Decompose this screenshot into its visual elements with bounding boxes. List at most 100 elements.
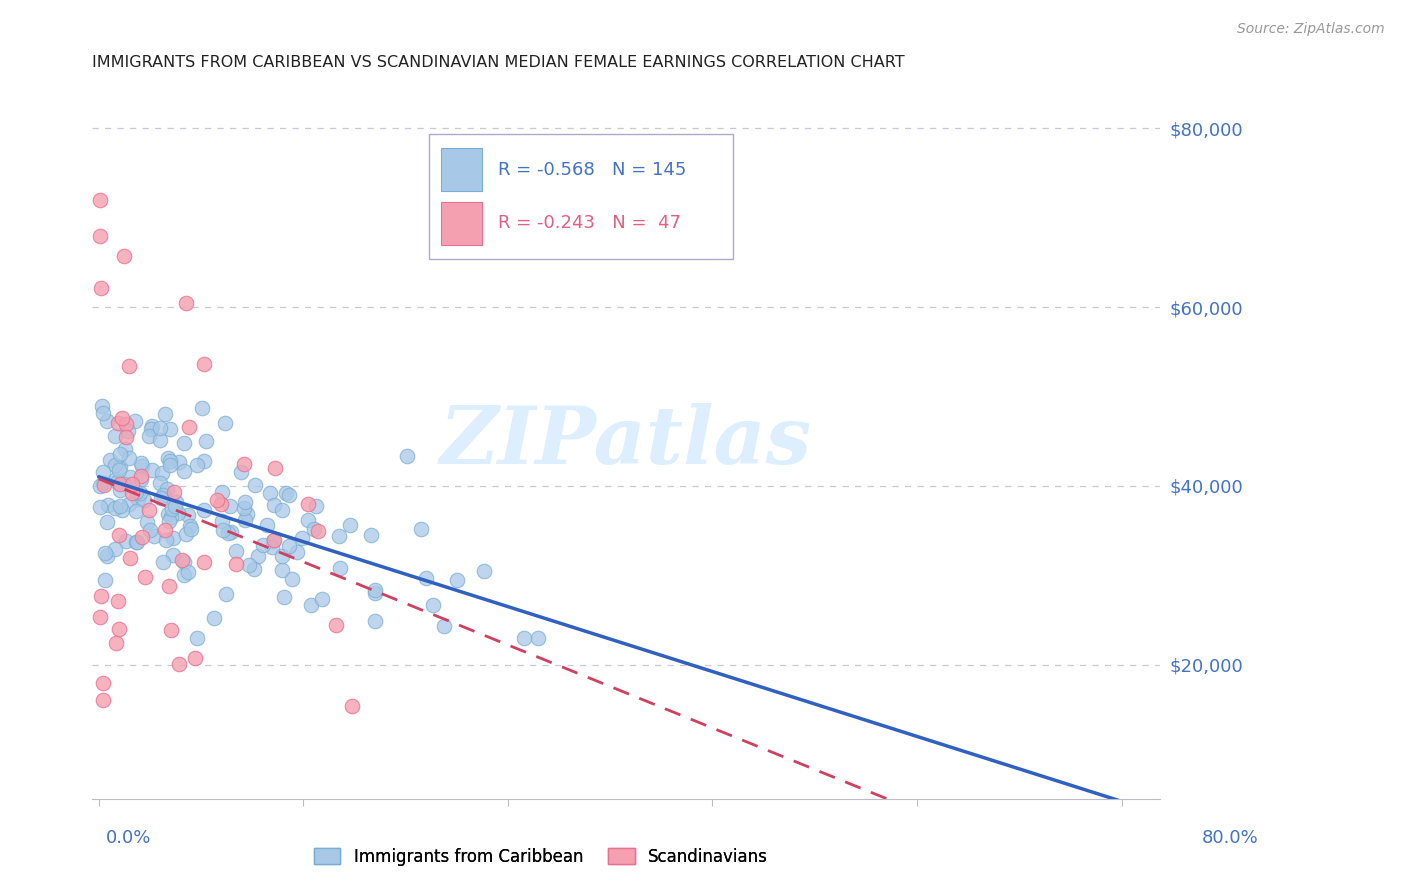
Point: [114, 417, 136, 432]
Point: [112, 477, 135, 491]
Point: [138, 503, 160, 517]
Point: [180, 522, 202, 536]
Point: [108, 476, 131, 491]
Point: [118, 497, 141, 511]
Point: [121, 486, 143, 500]
Point: [125, 535, 148, 549]
Point: [339, 518, 361, 533]
Point: [173, 568, 195, 582]
Point: [98, 453, 121, 467]
Point: [104, 429, 127, 443]
Point: [104, 472, 127, 486]
Text: 0.0%: 0.0%: [105, 829, 150, 847]
Point: [204, 610, 226, 624]
Point: [118, 450, 141, 465]
Point: [142, 529, 165, 543]
Point: [124, 484, 146, 499]
Point: [217, 526, 239, 541]
Point: [150, 491, 173, 505]
Point: [277, 488, 299, 502]
Point: [215, 587, 238, 601]
Point: [160, 510, 183, 524]
Point: [263, 498, 285, 512]
Point: [328, 528, 350, 542]
Point: [262, 533, 284, 548]
Point: [157, 579, 180, 593]
Point: [211, 523, 233, 537]
Point: [205, 493, 228, 508]
Point: [264, 460, 287, 475]
Point: [159, 458, 181, 472]
Point: [219, 524, 242, 539]
Point: [118, 469, 141, 483]
Point: [186, 458, 208, 473]
Point: [138, 429, 160, 443]
Point: [89, 610, 111, 624]
Point: [173, 555, 195, 569]
Point: [162, 502, 184, 516]
Point: [271, 549, 294, 564]
Point: [233, 501, 256, 516]
Point: [167, 657, 190, 672]
Point: [111, 503, 134, 517]
Point: [165, 495, 187, 509]
Point: [128, 486, 150, 500]
Point: [91, 406, 114, 420]
Point: [225, 557, 247, 571]
Point: [307, 524, 329, 538]
Point: [91, 465, 114, 479]
Point: [107, 594, 129, 608]
Point: [176, 508, 198, 522]
FancyBboxPatch shape: [441, 148, 482, 191]
Point: [364, 586, 387, 600]
Point: [160, 623, 183, 637]
Point: [297, 513, 319, 527]
Point: [395, 449, 418, 463]
Point: [132, 492, 155, 507]
Point: [115, 429, 138, 443]
Point: [174, 527, 197, 541]
Point: [136, 515, 159, 529]
Point: [125, 535, 148, 549]
Point: [149, 433, 172, 447]
Point: [167, 455, 190, 469]
Point: [110, 411, 132, 425]
Point: [131, 458, 153, 473]
Point: [271, 502, 294, 516]
Point: [149, 421, 172, 435]
Point: [105, 475, 128, 489]
Point: [89, 479, 111, 493]
Text: 80.0%: 80.0%: [1202, 829, 1258, 847]
Point: [96, 515, 118, 529]
Point: [153, 407, 176, 421]
Point: [256, 518, 278, 533]
Point: [329, 561, 352, 575]
Point: [96, 414, 118, 428]
Point: [527, 631, 550, 645]
Point: [193, 555, 215, 569]
Point: [131, 530, 153, 544]
Point: [311, 592, 333, 607]
Point: [233, 495, 256, 509]
Point: [233, 513, 256, 527]
Point: [191, 401, 214, 416]
Point: [193, 358, 215, 372]
Point: [129, 472, 152, 486]
Point: [105, 636, 128, 650]
Point: [108, 463, 131, 477]
Point: [108, 460, 131, 475]
Point: [325, 618, 347, 632]
Point: [150, 466, 173, 480]
Point: [179, 519, 201, 533]
Point: [299, 598, 322, 612]
Point: [173, 464, 195, 478]
Point: [141, 463, 163, 477]
Point: [163, 485, 186, 500]
Point: [173, 436, 195, 450]
Point: [363, 614, 385, 628]
Point: [152, 555, 174, 569]
Point: [193, 454, 215, 468]
Point: [409, 522, 432, 536]
Point: [93, 478, 115, 492]
Point: [297, 497, 319, 511]
